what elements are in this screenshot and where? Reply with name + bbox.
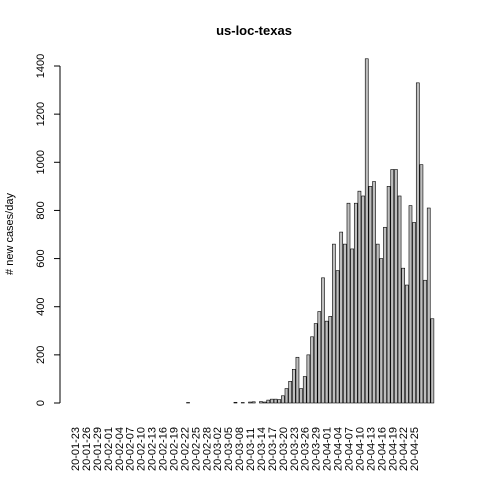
- bar-66: [313, 323, 318, 404]
- bar-79: [361, 195, 365, 404]
- x-tick-label: 20-01-29: [92, 427, 104, 471]
- x-tick-label: 20-03-08: [234, 427, 246, 471]
- bar-54: [270, 398, 274, 404]
- y-tick-label: 400: [35, 298, 47, 316]
- x-tick-label: 20-03-02: [212, 427, 224, 471]
- bar-97: [426, 207, 431, 404]
- bar-75: [346, 202, 351, 404]
- x-tick-label: 20-03-05: [223, 427, 235, 471]
- x-tick-label: 20-03-14: [256, 427, 268, 471]
- bar-51: [259, 401, 263, 404]
- x-axis: 20-01-2320-01-2620-01-2920-02-0120-02-04…: [70, 427, 421, 471]
- x-tick-label: 20-01-26: [81, 427, 93, 471]
- bar-55: [273, 398, 278, 404]
- x-tick-label: 20-04-04: [333, 427, 345, 471]
- x-tick-label: 20-04-25: [409, 427, 421, 471]
- bar-72: [335, 270, 340, 404]
- x-tick-label: 20-01-23: [70, 427, 82, 471]
- bar-52: [262, 401, 267, 404]
- bar-95: [419, 164, 424, 404]
- bar-70: [328, 316, 333, 404]
- y-tick-label: 1200: [35, 102, 47, 126]
- y-tick-label: 1400: [35, 54, 47, 78]
- y-tick-label: 0: [35, 400, 47, 406]
- bar-60: [291, 368, 296, 404]
- x-tick-label: 20-02-01: [103, 427, 115, 471]
- bar-49: [251, 401, 256, 404]
- x-tick-label: 20-02-10: [136, 427, 148, 471]
- x-tick-label: 20-02-04: [114, 427, 126, 471]
- y-tick-label: 800: [35, 201, 47, 219]
- bar-56: [277, 399, 282, 404]
- bar-71: [332, 243, 336, 404]
- x-tick-label: 20-02-19: [168, 427, 180, 471]
- bar-89: [397, 195, 402, 404]
- x-tick-label: 20-04-10: [354, 427, 366, 471]
- bar-98: [430, 318, 435, 404]
- x-tick-label: 20-02-22: [179, 427, 191, 471]
- x-tick-label: 20-03-11: [245, 428, 257, 471]
- bar-92: [408, 205, 413, 404]
- bar-85: [383, 226, 387, 404]
- x-tick-label: 20-03-29: [311, 427, 323, 471]
- bar-84: [379, 258, 384, 404]
- x-tick-label: 20-04-07: [344, 427, 356, 471]
- bar-73: [339, 231, 344, 404]
- x-tick-label: 20-03-26: [300, 427, 312, 471]
- x-tick-label: 20-02-16: [158, 427, 170, 471]
- bar-59: [288, 381, 292, 404]
- bar-58: [284, 388, 289, 404]
- y-tick-label: 600: [35, 249, 47, 267]
- bar-67: [317, 311, 322, 404]
- x-tick-label: 20-03-17: [267, 427, 279, 471]
- bar-88: [394, 169, 398, 404]
- bar-77: [353, 202, 358, 404]
- y-tick-label: 200: [35, 346, 47, 364]
- bar-44: [233, 401, 238, 404]
- y-axis: 0 200 400 600 800 1000 1200 1400: [35, 54, 61, 406]
- bar-91: [405, 284, 409, 404]
- bar-48: [248, 401, 252, 404]
- bar-63: [302, 376, 307, 404]
- x-tick-label: 20-02-07: [125, 427, 137, 471]
- y-axis-label: # new cases/day: [4, 193, 16, 275]
- bar-86: [386, 186, 391, 404]
- x-tick-label: 20-02-25: [190, 427, 202, 471]
- bar-82: [372, 181, 376, 404]
- x-tick-label: 20-04-16: [376, 427, 388, 471]
- x-tick-label: 20-04-01: [322, 427, 334, 471]
- x-tick-label: 20-02-13: [147, 427, 159, 471]
- bar-87: [390, 169, 395, 404]
- bar-61: [295, 356, 300, 404]
- x-tick-label: 20-04-19: [387, 427, 399, 471]
- bar-83: [375, 243, 380, 404]
- bar-53: [266, 399, 271, 404]
- bar-76: [350, 248, 354, 404]
- bar-93: [412, 222, 416, 404]
- bar-57: [281, 395, 285, 404]
- bar-80: [364, 58, 369, 404]
- y-tick-label: 1000: [35, 150, 47, 174]
- x-tick-label: 20-04-22: [398, 427, 410, 471]
- chart-title: us-loc-texas: [216, 23, 292, 38]
- x-tick-label: 20-03-23: [289, 427, 301, 471]
- x-tick-label: 20-04-13: [365, 427, 377, 471]
- bar-90: [401, 267, 406, 404]
- bar-68: [321, 277, 325, 404]
- bar-69: [324, 320, 329, 404]
- bars-group: [186, 58, 435, 404]
- x-tick-label: 20-03-20: [278, 427, 290, 471]
- bar-62: [299, 388, 303, 404]
- bar-81: [368, 186, 373, 404]
- bar-74: [343, 243, 347, 404]
- bar-96: [423, 279, 427, 404]
- bar-64: [306, 354, 311, 404]
- bar-78: [357, 190, 362, 404]
- x-tick-label: 20-02-28: [201, 427, 213, 471]
- bar-65: [310, 336, 314, 404]
- bar-94: [415, 82, 420, 404]
